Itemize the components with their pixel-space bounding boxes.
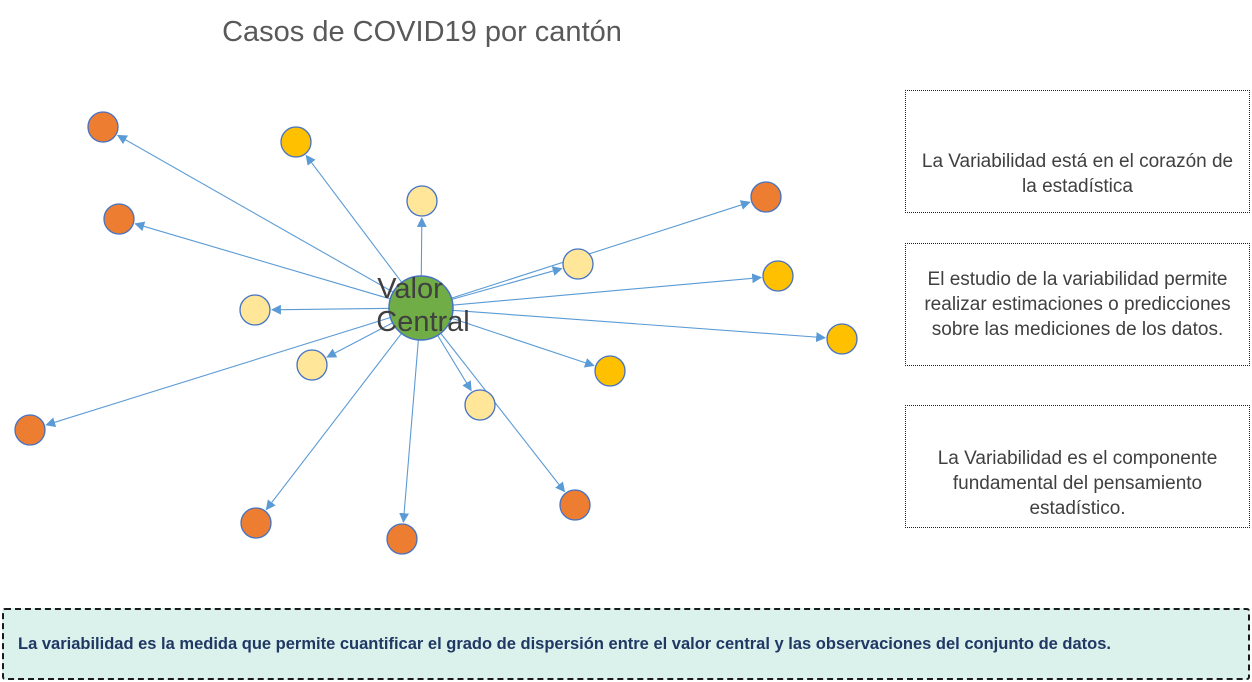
note-variability-fundamental: La Variabilidad es el componente fundame… (905, 405, 1250, 528)
edge-arrow (305, 154, 418, 304)
observation-node-near (296, 349, 328, 381)
nodes-group (14, 111, 858, 555)
edge-arrow (426, 307, 827, 343)
observation-node-mid (594, 355, 626, 387)
edge-arrow (116, 134, 417, 306)
diagram-title: Casos de COVID19 por cantón (222, 16, 622, 48)
observation-node-near (239, 294, 271, 326)
edge-arrow (265, 312, 418, 511)
center-label-line1: Valor (377, 273, 443, 305)
observation-node-far (559, 489, 591, 521)
observation-node-far (103, 203, 135, 235)
observation-node-mid (762, 260, 794, 292)
observation-node-mid (280, 126, 312, 158)
definition-box: La variabilidad es la medida que permite… (2, 608, 1250, 680)
observation-node-far (750, 181, 782, 213)
edge-arrow (134, 221, 416, 307)
observation-node-far (87, 111, 119, 143)
edge-arrow (426, 309, 595, 368)
observation-node-near (406, 185, 438, 217)
note-variability-heart: La Variabilidad está en el corazón de la… (905, 90, 1250, 213)
note-variability-estimation: El estudio de la variabilidad permite re… (905, 243, 1250, 366)
observation-node-mid (826, 323, 858, 355)
edges-group (45, 134, 827, 524)
center-label-line2: Central (376, 306, 470, 338)
observation-node-far (386, 523, 418, 555)
center-node (388, 275, 454, 341)
observation-node-near (562, 248, 594, 280)
edge-arrow (45, 309, 416, 428)
observation-node-near (464, 389, 496, 421)
observation-node-far (240, 507, 272, 539)
observation-node-far (14, 414, 46, 446)
edge-arrow (426, 273, 763, 309)
edge-arrow (399, 313, 422, 524)
definition-text: La variabilidad es la medida que permite… (18, 634, 1112, 653)
